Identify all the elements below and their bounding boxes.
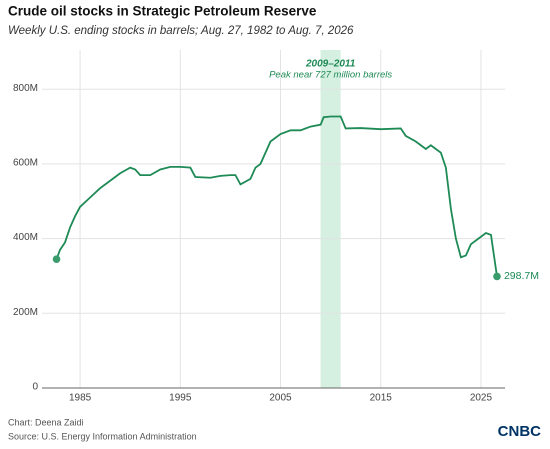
logo: CNBC [498,423,541,440]
y-tick-label: 800M [13,83,38,94]
chart-title: Crude oil stocks in Strategic Petroleum … [8,4,317,19]
x-tick-label: 1985 [69,393,92,404]
x-tick-label: 2025 [470,393,493,404]
endpoint-dot [493,272,501,281]
y-tick-label: 200M [13,307,38,318]
credit: Chart: Deena Zaidi [8,417,84,427]
endpoint-dot [52,255,61,263]
chart-subtitle: Weekly U.S. ending stocks in barrels; Au… [8,25,354,37]
highlight-band [320,50,341,388]
x-tick-label: 2015 [370,393,393,404]
highlight-label: 2009–2011 [305,59,356,70]
highlight-note: Peak near 727 million barrels [269,70,392,81]
source: Source: U.S. Energy Information Administ… [8,431,197,441]
y-tick-label: 400M [13,232,38,243]
value-label: 298.7M [504,270,539,282]
y-tick-label: 600M [13,158,38,169]
x-tick-label: 2005 [269,393,292,404]
series-line [55,115,498,277]
x-tick-label: 1995 [169,393,192,404]
y-tick-label: 0 [32,382,38,393]
